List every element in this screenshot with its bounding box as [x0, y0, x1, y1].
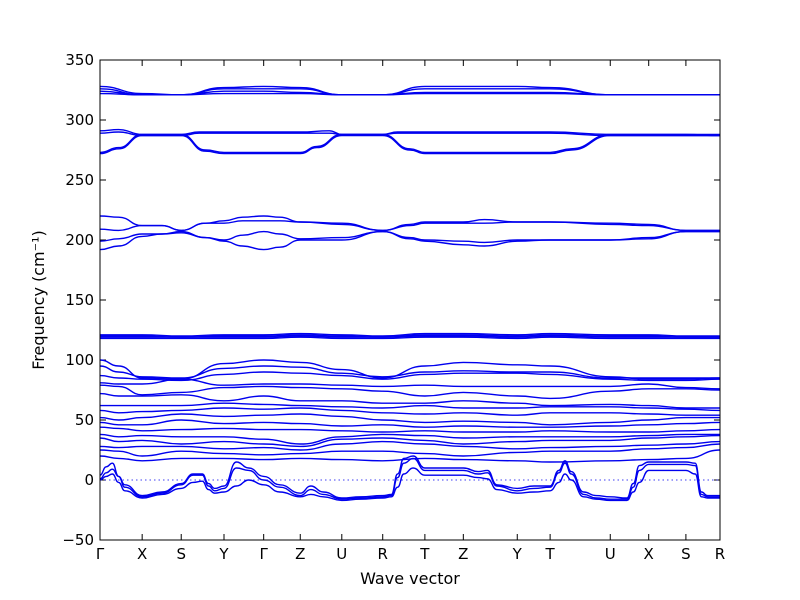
x-tick-label: Y	[218, 545, 229, 563]
x-tick-label: S	[176, 545, 186, 563]
y-tick-label: 250	[65, 171, 94, 189]
x-tick-label: T	[419, 545, 430, 563]
x-tick-label: Γ	[260, 545, 269, 563]
x-tick-label: T	[545, 545, 556, 563]
y-tick-label: 200	[65, 231, 94, 249]
band-line-28	[99, 433, 720, 445]
band-line-34	[99, 457, 720, 500]
band-line-4	[99, 92, 720, 96]
band-line-15	[100, 335, 720, 338]
band-line-8	[99, 134, 720, 155]
y-axis: −50 0 50 100 150 200 250 300 350	[62, 51, 720, 549]
band-line-18	[99, 365, 720, 379]
x-tick-label: Y	[512, 545, 523, 563]
band-line-12	[99, 230, 720, 251]
band-line-35	[99, 467, 720, 502]
band-line-20	[99, 378, 721, 390]
x-tick-label: X	[644, 545, 654, 563]
x-tick-label: U	[605, 545, 616, 563]
band-line-10	[99, 220, 720, 232]
band-line-32	[99, 449, 721, 463]
x-tick-label: R	[715, 545, 725, 563]
band-line-27	[99, 426, 721, 433]
y-tick-label: 100	[65, 351, 94, 369]
band-line-16	[100, 336, 720, 340]
phonon-bands	[99, 85, 721, 502]
y-axis-label: Frequency (cm⁻¹)	[29, 230, 48, 369]
x-tick-label: R	[378, 545, 388, 563]
y-tick-label: 0	[84, 471, 94, 489]
band-line-21	[99, 384, 721, 400]
x-tick-label: Z	[458, 545, 468, 563]
x-tick-label: U	[336, 545, 347, 563]
band-line-13	[100, 332, 720, 337]
band-line-24	[99, 407, 720, 416]
y-tick-label: 350	[65, 51, 94, 69]
band-line-22	[99, 392, 720, 409]
y-tick-label: −50	[62, 531, 94, 549]
band-line-23	[99, 402, 721, 412]
band-line-33	[99, 455, 720, 499]
x-tick-label: Γ	[96, 545, 105, 563]
x-tick-label: Z	[295, 545, 305, 563]
y-tick-label: 300	[65, 111, 94, 129]
band-line-29	[99, 434, 721, 448]
band-line-17	[99, 359, 721, 380]
x-tick-label: S	[681, 545, 691, 563]
band-line-26	[99, 419, 721, 428]
band-line-11	[99, 230, 720, 244]
band-line-30	[99, 440, 721, 451]
band-line-9	[99, 215, 720, 232]
band-line-25	[99, 413, 720, 426]
x-axis-label: Wave vector	[360, 569, 460, 588]
plot-frame	[99, 59, 721, 541]
y-tick-label: 150	[65, 291, 94, 309]
band-line-31	[99, 443, 721, 457]
x-tick-label: X	[137, 545, 147, 563]
band-line-7	[99, 133, 720, 154]
y-tick-label: 50	[75, 411, 94, 429]
